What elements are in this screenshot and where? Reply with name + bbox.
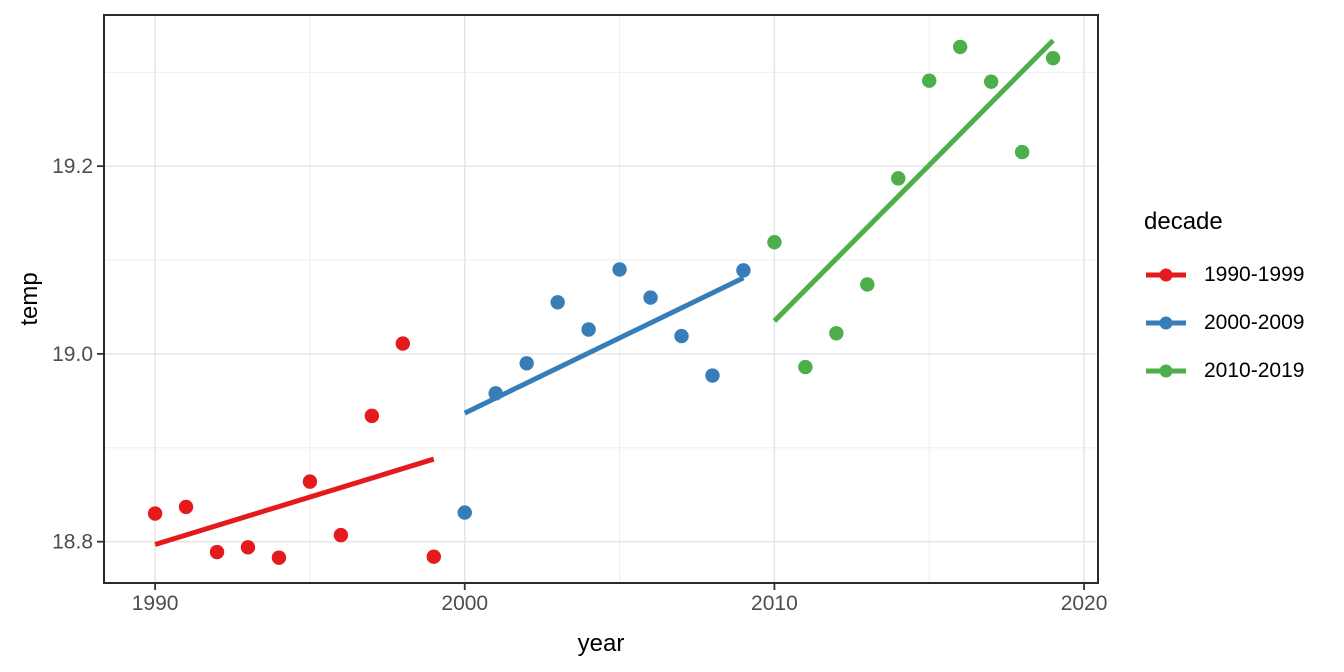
data-point-2010-2019 [1045, 50, 1061, 66]
data-point-2000-2009 [674, 328, 689, 344]
y-tick-label: 19.0 [52, 343, 93, 366]
data-point-1990-1999 [395, 336, 411, 351]
data-point-2000-2009 [457, 505, 472, 520]
x-tick-label: 2020 [1061, 592, 1108, 615]
data-point-1990-1999 [178, 499, 194, 515]
data-point-2000-2009 [519, 356, 534, 371]
x-axis-title: year [577, 630, 625, 657]
data-point-2010-2019 [1014, 144, 1030, 160]
data-point-2010-2019 [860, 277, 875, 292]
y-tick-label: 19.2 [52, 155, 93, 178]
data-point-2000-2009 [488, 386, 503, 401]
data-point-1990-1999 [147, 506, 163, 521]
data-point-1990-1999 [333, 527, 349, 543]
legend: decade 1990-1999 2000-2009 2010-2019 [1144, 207, 1304, 395]
legend-key-icon [1146, 316, 1186, 330]
y-tick-label: 18.8 [52, 531, 93, 554]
data-point-2000-2009 [705, 368, 720, 383]
data-point-2010-2019 [983, 74, 999, 89]
x-tick-label: 2000 [441, 592, 488, 615]
legend-key-icon [1146, 268, 1186, 282]
trend-line-2010-2019 [772, 38, 1055, 323]
legend-items: 1990-1999 2000-2009 2010-2019 [1144, 251, 1304, 395]
data-point-2000-2009 [612, 262, 627, 277]
legend-key-dot [1159, 316, 1173, 330]
data-point-1990-1999 [302, 474, 318, 489]
data-point-2010-2019 [767, 235, 782, 250]
data-point-2010-2019 [891, 171, 906, 186]
data-point-1990-1999 [209, 544, 225, 560]
data-point-1990-1999 [364, 408, 380, 424]
data-point-1990-1999 [271, 550, 287, 565]
data-point-2000-2009 [550, 295, 565, 310]
data-point-2000-2009 [736, 263, 751, 278]
data-point-2010-2019 [953, 39, 968, 55]
legend-key-dot [1159, 268, 1173, 282]
panel-border [103, 14, 1099, 584]
x-tick-label: 1990 [132, 592, 179, 615]
legend-item-label: 2010-2019 [1204, 359, 1305, 382]
legend-key-dot [1159, 364, 1173, 378]
legend-item-1990-1999: 1990-1999 [1144, 251, 1304, 299]
legend-item-label: 1990-1999 [1204, 263, 1305, 286]
data-point-2010-2019 [829, 326, 844, 341]
data-point-1990-1999 [426, 549, 441, 564]
data-point-1990-1999 [240, 540, 256, 555]
legend-item-2000-2009: 2000-2009 [1144, 299, 1304, 347]
legend-title: decade [1144, 208, 1223, 235]
legend-item-label: 2000-2009 [1204, 311, 1305, 334]
data-point-2000-2009 [581, 322, 596, 337]
x-tick-label: 2010 [751, 592, 798, 615]
y-axis-title: temp [16, 272, 43, 326]
data-point-2010-2019 [798, 359, 813, 375]
data-point-2000-2009 [643, 290, 658, 305]
panel-background [104, 15, 1098, 583]
legend-key-icon [1146, 364, 1186, 378]
legend-item-2010-2019: 2010-2019 [1144, 347, 1304, 395]
trend-line-2000-2009 [463, 275, 745, 416]
data-point-2010-2019 [922, 73, 937, 88]
trend-line-1990-1999 [154, 456, 435, 547]
